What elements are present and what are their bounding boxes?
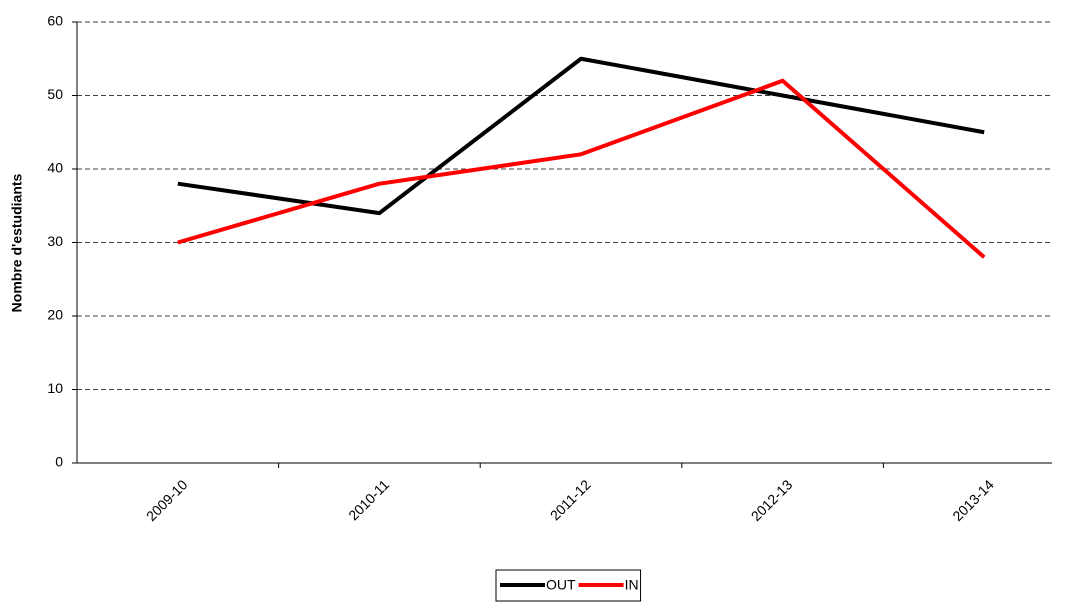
x-tick-label: 2012-13: [748, 476, 796, 524]
y-tick-label: 20: [47, 307, 63, 323]
y-tick-label: 10: [47, 380, 63, 396]
series-line: [177, 78, 986, 259]
legend: OUT IN: [495, 569, 642, 602]
y-axis-label: Nombre d'estudiants: [9, 173, 25, 312]
legend-label: IN: [625, 577, 639, 593]
y-tick-label: 30: [47, 233, 63, 249]
x-tick-label: 2011-12: [547, 476, 594, 523]
x-tick-label: 2013-14: [949, 476, 997, 524]
y-tick-label: 50: [47, 86, 63, 102]
x-tick-label: 2009-10: [143, 476, 191, 524]
x-tick-label: 2010-11: [345, 476, 392, 523]
y-tick-label: 60: [47, 13, 63, 29]
series-line: [177, 56, 985, 216]
y-tick-label: 0: [55, 454, 63, 470]
legend-label: OUT: [546, 577, 576, 593]
y-tick-label: 40: [47, 160, 63, 176]
